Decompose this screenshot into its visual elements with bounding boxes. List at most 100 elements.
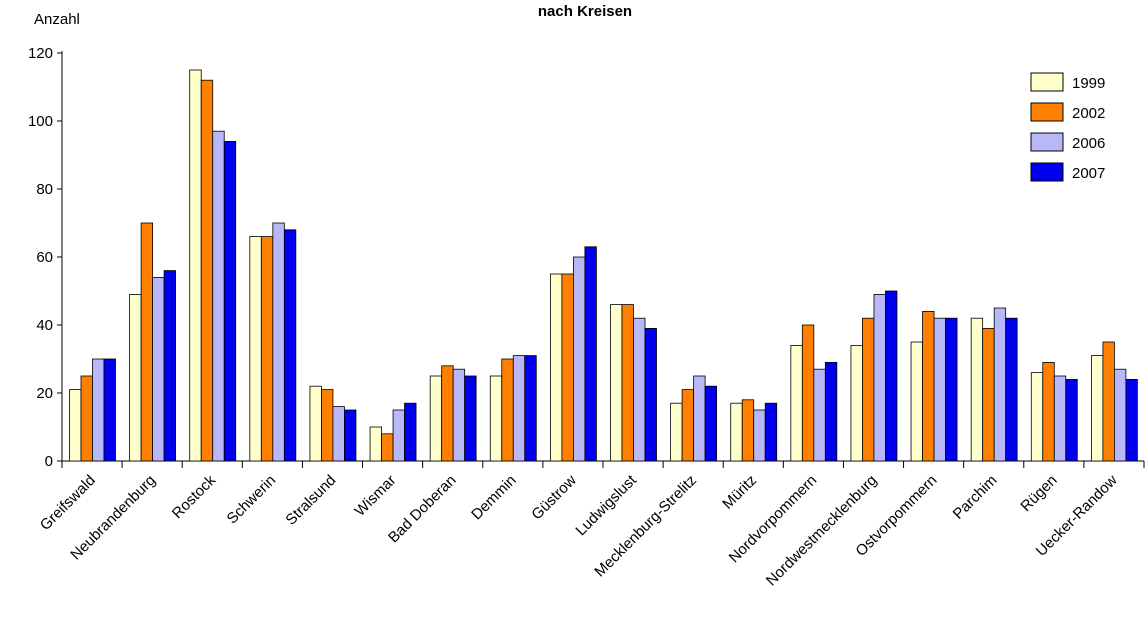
bar bbox=[741, 399, 755, 462]
x-tick-label: Güstrow bbox=[528, 472, 580, 524]
bar bbox=[933, 317, 946, 462]
bar bbox=[1065, 378, 1078, 462]
bar bbox=[633, 317, 646, 462]
x-tick-label: Müritz bbox=[719, 472, 760, 513]
legend-swatch bbox=[1030, 102, 1064, 122]
bar bbox=[1030, 372, 1044, 462]
legend-label: 1999 bbox=[1072, 75, 1105, 92]
bar bbox=[970, 317, 984, 462]
bar bbox=[140, 222, 154, 462]
bar bbox=[369, 426, 382, 462]
bar bbox=[189, 69, 202, 462]
bar bbox=[561, 273, 574, 462]
bar bbox=[332, 406, 345, 462]
bar bbox=[572, 256, 586, 462]
x-tick-label: Mecklenburg-Strelitz bbox=[591, 472, 700, 581]
bar bbox=[501, 358, 514, 462]
bar bbox=[862, 317, 875, 462]
bar bbox=[489, 375, 503, 462]
bar bbox=[69, 389, 82, 462]
bar bbox=[982, 327, 995, 462]
bar bbox=[283, 229, 297, 462]
bar bbox=[429, 375, 443, 462]
bar bbox=[321, 389, 334, 462]
bar bbox=[80, 375, 93, 462]
y-tick-label: 100 bbox=[28, 113, 53, 130]
bar bbox=[1125, 378, 1138, 462]
x-tick-label: Greifswald bbox=[37, 472, 99, 534]
bar bbox=[1042, 361, 1055, 462]
bar bbox=[704, 385, 718, 462]
bar bbox=[464, 375, 477, 462]
x-tick-label: Rügen bbox=[1017, 472, 1060, 515]
y-tick-label: 60 bbox=[36, 249, 53, 266]
legend-swatch bbox=[1030, 162, 1064, 182]
bar bbox=[885, 290, 898, 462]
legend: 1999 2002 2006 2007 bbox=[1030, 72, 1105, 182]
bar bbox=[223, 140, 237, 462]
y-tick-label: 40 bbox=[36, 317, 53, 334]
y-tick-label: 0 bbox=[45, 453, 53, 470]
bar bbox=[441, 365, 454, 462]
bar bbox=[103, 358, 116, 462]
x-tick-label: Demmin bbox=[468, 472, 520, 524]
bar bbox=[129, 293, 142, 462]
bar bbox=[404, 402, 417, 462]
y-tick-label: 120 bbox=[28, 45, 53, 62]
bar bbox=[452, 368, 466, 462]
bar bbox=[344, 409, 357, 462]
x-tick-label: Parchim bbox=[950, 472, 1001, 523]
bar bbox=[621, 304, 634, 462]
bar bbox=[249, 236, 262, 462]
y-axis-title: Anzahl bbox=[34, 11, 80, 28]
legend-label: 2002 bbox=[1072, 105, 1105, 122]
legend-label: 2007 bbox=[1072, 165, 1105, 182]
bar bbox=[824, 361, 838, 462]
bar bbox=[693, 375, 706, 462]
bar bbox=[584, 246, 597, 462]
bar bbox=[764, 402, 778, 462]
bar bbox=[790, 344, 803, 462]
legend-swatch bbox=[1030, 72, 1064, 92]
x-tick-label: Rostock bbox=[169, 471, 220, 522]
bar bbox=[200, 79, 214, 462]
bar bbox=[813, 368, 826, 462]
bar bbox=[512, 355, 526, 462]
bar bbox=[524, 355, 537, 462]
y-tick-label: 80 bbox=[36, 181, 53, 198]
bars-group bbox=[69, 69, 1138, 462]
legend-swatch bbox=[1030, 132, 1064, 152]
bar bbox=[610, 304, 623, 462]
bar bbox=[260, 236, 274, 462]
bar bbox=[753, 409, 766, 462]
bar bbox=[1090, 355, 1104, 462]
bar bbox=[392, 409, 405, 462]
legend-label: 2006 bbox=[1072, 135, 1105, 152]
bar bbox=[309, 385, 322, 462]
bar bbox=[1113, 368, 1127, 462]
bar bbox=[152, 276, 165, 462]
x-tick-label: Nordwestmecklenburg bbox=[763, 472, 881, 590]
bar bbox=[922, 310, 935, 462]
bar bbox=[1053, 375, 1067, 462]
y-tick-label: 20 bbox=[36, 385, 53, 402]
x-tick-label: Stralsund bbox=[282, 472, 339, 529]
bar bbox=[92, 358, 105, 462]
bar bbox=[850, 344, 863, 462]
bar bbox=[549, 273, 563, 462]
x-tick-label: Schwerin bbox=[224, 472, 280, 528]
bar bbox=[801, 324, 815, 462]
bar bbox=[993, 307, 1007, 462]
bar bbox=[644, 327, 657, 462]
bar bbox=[730, 402, 743, 462]
bar bbox=[910, 341, 923, 462]
bar bbox=[212, 130, 225, 462]
bar bbox=[670, 402, 683, 462]
bar bbox=[681, 389, 695, 462]
bar bbox=[163, 270, 177, 462]
bar bbox=[873, 293, 886, 462]
bar bbox=[272, 222, 285, 462]
bar bbox=[1102, 341, 1115, 462]
bar bbox=[381, 433, 394, 462]
